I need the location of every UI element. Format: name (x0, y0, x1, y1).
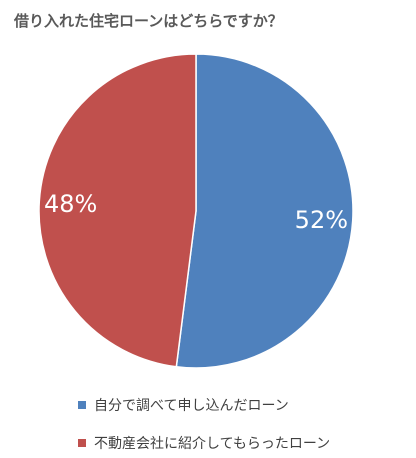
legend-swatch-blue (78, 401, 86, 409)
legend-item-agency-referred-loan: 不動産会社に紹介してもらったローン (78, 433, 330, 453)
chart-title: 借り入れた住宅ローンはどちらですか？ (14, 12, 283, 30)
legend-label: 不動産会社に紹介してもらったローン (94, 436, 331, 452)
legend-swatch-red (78, 439, 86, 447)
legend-item-self-applied-loan: 自分で調べて申し込んだローン (78, 395, 289, 415)
pie-slice-agency-referred-loan (38, 53, 197, 368)
pie-slice-self-applied-loan (175, 53, 354, 369)
legend-label: 自分で調べて申し込んだローン (94, 398, 289, 414)
data-label-agency-referred-loan: 48% (44, 190, 97, 218)
data-label-self-applied-loan: 52% (295, 206, 348, 234)
